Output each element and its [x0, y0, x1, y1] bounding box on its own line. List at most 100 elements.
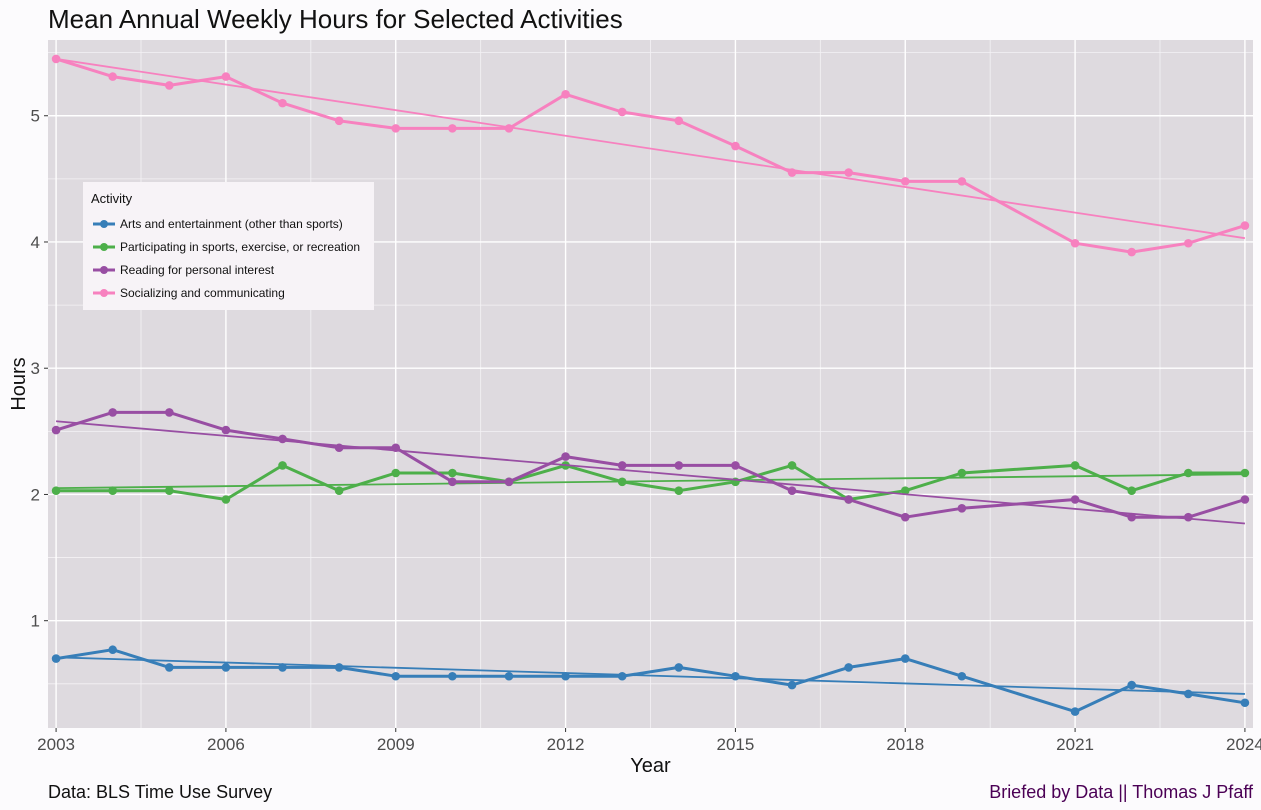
data-point: [1127, 680, 1136, 690]
legend-key-point: [100, 266, 108, 274]
series-group: [51, 408, 1250, 525]
x-tick-label: 2006: [207, 735, 245, 754]
x-tick-label: 2009: [377, 735, 415, 754]
data-point: [504, 124, 514, 133]
data-point: [674, 663, 684, 672]
data-point: [448, 477, 457, 487]
legend: Activity Arts and entertainment (other t…: [83, 182, 374, 310]
data-point: [561, 89, 570, 99]
data-point: [278, 663, 287, 672]
data-point: [900, 486, 910, 495]
data-point: [391, 468, 401, 478]
data-point: [221, 425, 231, 435]
legend-box: [83, 182, 374, 310]
x-tick-label: 2018: [886, 735, 924, 754]
series-group: [51, 645, 1250, 716]
data-point: [674, 486, 684, 495]
data-point: [1070, 461, 1080, 470]
series-trend-line: [56, 420, 1245, 525]
data-point: [51, 425, 61, 435]
data-point: [957, 177, 967, 186]
data-point: [334, 663, 344, 672]
data-point: [731, 461, 740, 470]
data-point: [787, 168, 797, 177]
data-point: [900, 512, 910, 522]
legend-key-point: [100, 220, 108, 228]
data-point: [108, 72, 117, 81]
data-point: [1127, 486, 1136, 495]
data-point: [1184, 512, 1193, 522]
data-point: [391, 671, 401, 681]
data-point: [1184, 468, 1193, 478]
x-axis: 2003 2006 2009 2012 2015 2018 2021 2024: [37, 728, 1261, 754]
legend-item: Reading for personal interest: [93, 263, 275, 277]
chart-title: Mean Annual Weekly Hours for Selected Ac…: [48, 4, 623, 34]
data-point: [1240, 495, 1250, 504]
data-point: [278, 461, 287, 470]
data-point: [844, 663, 853, 672]
data-point: [1127, 247, 1136, 257]
data-point: [617, 671, 627, 681]
data-point: [957, 504, 967, 513]
data-point: [334, 486, 344, 495]
y-axis-title: Hours: [8, 357, 30, 410]
data-point: [108, 645, 117, 655]
x-tick-label: 2021: [1056, 735, 1094, 754]
data-point: [1127, 512, 1136, 522]
y-tick-label: 1: [31, 612, 40, 631]
data-point: [1184, 689, 1193, 699]
data-point: [787, 461, 797, 470]
legend-key-point: [100, 243, 108, 251]
data-point: [1240, 698, 1250, 708]
data-point: [165, 408, 174, 417]
credit-caption: Briefed by Data || Thomas J Pfaff: [989, 782, 1253, 802]
data-point: [391, 124, 401, 133]
data-point: [561, 452, 570, 461]
y-tick-label: 3: [31, 359, 40, 378]
legend-item: Socializing and communicating: [93, 286, 285, 300]
data-point: [504, 477, 514, 487]
y-axis: 1 2 3 4 5: [31, 107, 48, 631]
data-point: [504, 671, 514, 681]
legend-item: Participating in sports, exercise, or re…: [93, 240, 360, 254]
series-trend-line: [56, 656, 1245, 695]
y-tick-label: 4: [31, 233, 40, 252]
data-point: [334, 443, 344, 453]
data-point: [561, 671, 570, 681]
series-group: [51, 54, 1250, 257]
legend-label: Arts and entertainment (other than sport…: [120, 217, 343, 231]
x-axis-title: Year: [630, 755, 671, 777]
data-point: [108, 486, 117, 495]
data-point: [448, 671, 457, 681]
data-point: [617, 107, 627, 117]
data-point: [957, 671, 967, 681]
data-point: [1240, 221, 1250, 230]
data-point: [278, 98, 287, 108]
legend-key-point: [100, 289, 108, 297]
data-point: [221, 72, 231, 81]
data-point: [448, 468, 457, 478]
legend-items: Arts and entertainment (other than sport…: [93, 217, 360, 300]
data-point: [51, 654, 61, 663]
data-point: [108, 408, 117, 417]
data-point: [900, 654, 910, 663]
data-point: [731, 141, 740, 151]
legend-label: Socializing and communicating: [120, 286, 285, 300]
series-layer: [51, 54, 1250, 716]
x-tick-label: 2015: [717, 735, 755, 754]
legend-label: Reading for personal interest: [120, 263, 275, 277]
data-point: [448, 124, 457, 133]
data-point: [674, 116, 684, 126]
data-point: [957, 468, 967, 478]
legend-item: Arts and entertainment (other than sport…: [93, 217, 343, 231]
data-point: [844, 495, 853, 504]
legend-title: Activity: [91, 191, 133, 206]
data-point: [165, 81, 174, 90]
data-point: [221, 663, 231, 672]
x-tick-label: 2024: [1226, 735, 1261, 754]
series-trend-line: [56, 473, 1245, 490]
data-point: [787, 486, 797, 495]
data-point: [278, 434, 287, 444]
data-point: [391, 443, 401, 453]
